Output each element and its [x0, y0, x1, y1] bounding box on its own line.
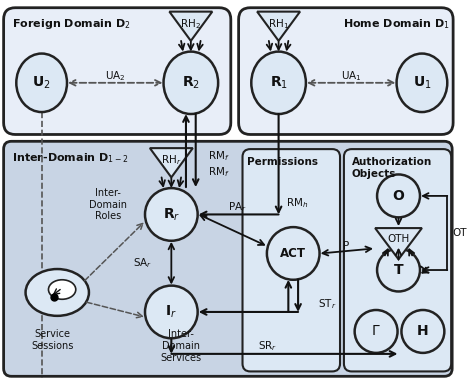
- Text: SR$_r$: SR$_r$: [258, 339, 277, 353]
- Text: R$_r$: R$_r$: [163, 206, 180, 223]
- Ellipse shape: [49, 280, 76, 299]
- Text: Inter-
Domain
Roles: Inter- Domain Roles: [89, 188, 127, 221]
- Circle shape: [145, 286, 198, 338]
- Circle shape: [354, 310, 397, 353]
- FancyBboxPatch shape: [4, 141, 452, 376]
- Circle shape: [267, 227, 319, 280]
- Polygon shape: [150, 148, 193, 177]
- Text: O: O: [393, 189, 404, 203]
- Text: Permissions: Permissions: [248, 157, 318, 167]
- Text: H: H: [417, 325, 429, 338]
- Text: RH$_2$: RH$_2$: [180, 17, 201, 31]
- Text: $\Gamma$: $\Gamma$: [371, 325, 381, 338]
- Ellipse shape: [251, 52, 306, 114]
- Ellipse shape: [26, 269, 89, 316]
- Text: UA$_2$: UA$_2$: [106, 69, 126, 83]
- Polygon shape: [170, 12, 212, 41]
- Circle shape: [145, 188, 198, 241]
- Circle shape: [402, 310, 445, 353]
- FancyBboxPatch shape: [344, 149, 451, 372]
- Text: Authorization
Objects: Authorization Objects: [352, 157, 432, 179]
- Text: ST$_r$: ST$_r$: [318, 297, 336, 311]
- Ellipse shape: [396, 54, 447, 112]
- Ellipse shape: [163, 52, 218, 114]
- FancyBboxPatch shape: [239, 8, 453, 134]
- Text: Inter-
Domain
Services: Inter- Domain Services: [161, 330, 202, 363]
- Circle shape: [377, 249, 420, 291]
- Text: ACT: ACT: [280, 247, 306, 260]
- Text: PA$_r$: PA$_r$: [228, 200, 247, 214]
- Text: UA$_1$: UA$_1$: [341, 69, 362, 83]
- Text: P: P: [343, 241, 349, 251]
- Text: Inter-Domain D$_{1-2}$: Inter-Domain D$_{1-2}$: [13, 151, 129, 165]
- Text: SA$_r$: SA$_r$: [133, 256, 152, 270]
- Text: RH$_r$: RH$_r$: [161, 153, 182, 167]
- Text: T: T: [394, 263, 403, 277]
- Text: Foreign Domain D$_2$: Foreign Domain D$_2$: [13, 17, 131, 32]
- FancyBboxPatch shape: [4, 8, 231, 134]
- Text: U$_1$: U$_1$: [413, 75, 431, 91]
- Text: OTH: OTH: [388, 234, 410, 244]
- Circle shape: [377, 174, 420, 218]
- Text: RH$_1$: RH$_1$: [268, 17, 289, 31]
- Ellipse shape: [16, 54, 67, 112]
- Text: RM$_f$: RM$_f$: [208, 149, 230, 163]
- Text: Service
Sessions: Service Sessions: [31, 330, 74, 351]
- Polygon shape: [375, 228, 422, 259]
- Text: Home Domain D$_1$: Home Domain D$_1$: [343, 17, 450, 31]
- Text: R$_2$: R$_2$: [182, 75, 200, 91]
- Polygon shape: [257, 12, 300, 41]
- Text: RM$_h$: RM$_h$: [286, 196, 309, 210]
- Text: U$_2$: U$_2$: [32, 75, 51, 91]
- FancyBboxPatch shape: [242, 149, 340, 372]
- Text: R$_1$: R$_1$: [269, 75, 288, 91]
- Text: I$_r$: I$_r$: [165, 304, 177, 320]
- Text: OT: OT: [452, 228, 467, 238]
- Text: RM$_f$: RM$_f$: [208, 166, 230, 179]
